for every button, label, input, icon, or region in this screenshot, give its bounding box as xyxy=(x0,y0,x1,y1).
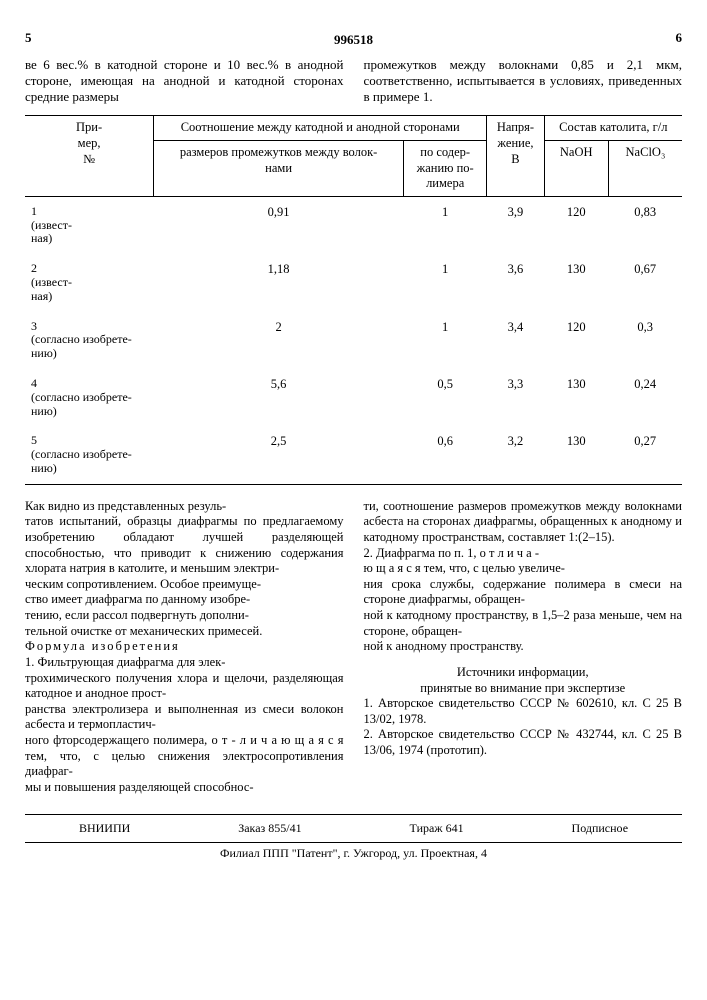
row-label: 4(согласно изобрете-нию) xyxy=(25,369,154,426)
intro-right: промежутков между волокнами 0,85 и 2,1 м… xyxy=(364,57,683,106)
col-ratio-group: Соотношение между катодной и анодной сто… xyxy=(154,116,487,141)
sources-heading: Источники информации,принятые во внимани… xyxy=(364,665,683,696)
results-table: При-мер,№ Соотношение между катодной и а… xyxy=(25,115,682,484)
col-example-no: При-мер,№ xyxy=(25,116,154,197)
cell-volt: 3,3 xyxy=(487,369,544,426)
col-voltage: Напря-жение,В xyxy=(487,116,544,197)
col-catholyte-group: Состав католита, г/л xyxy=(544,116,682,141)
table-row: 5(согласно изобрете-нию) 2,5 0,6 3,2 130… xyxy=(25,426,682,484)
row-label: 5(согласно изобрете-нию) xyxy=(25,426,154,484)
source-1: 1. Авторское свидетельство СССР № 602610… xyxy=(364,696,683,726)
cell-gap: 1,18 xyxy=(154,254,404,311)
row-label: 2(извест-ная) xyxy=(25,254,154,311)
table-row: 2(извест-ная) 1,18 1 3,6 130 0,67 xyxy=(25,254,682,311)
body-right-col: ти, соотношение размеров промежутков меж… xyxy=(364,499,683,796)
table-row: 1(извест-ная) 0,91 1 3,9 120 0,83 xyxy=(25,196,682,254)
cell-gap: 0,91 xyxy=(154,196,404,254)
source-2: 2. Авторское свидетельство СССР № 432744… xyxy=(364,727,683,757)
intro-columns: ве 6 вес.% в катодной стороне и 10 вес.%… xyxy=(25,57,682,106)
cell-poly: 0,5 xyxy=(404,369,487,426)
cell-volt: 3,6 xyxy=(487,254,544,311)
cell-naclo3: 0,3 xyxy=(608,312,682,369)
table-body: 1(извест-ная) 0,91 1 3,9 120 0,83 2(изве… xyxy=(25,196,682,484)
cell-poly: 1 xyxy=(404,254,487,311)
body-left-col: Как видно из представленных резуль-татов… xyxy=(25,499,344,796)
body-right-para2: 2. Диафрагма по п. 1, о т л и ч а -ю щ а… xyxy=(364,546,683,654)
footer-branch: Филиал ППП "Патент", г. Ужгород, ул. Про… xyxy=(25,842,682,861)
doc-number: 996518 xyxy=(25,32,682,48)
cell-naoh: 130 xyxy=(544,254,608,311)
col-gap-ratio: размеров промежутков между волок-нами xyxy=(154,140,404,196)
cell-gap: 2 xyxy=(154,312,404,369)
cell-volt: 3,9 xyxy=(487,196,544,254)
footer-podpis: Подписное xyxy=(572,821,629,836)
table-row: 3(согласно изобрете-нию) 2 1 3,4 120 0,3 xyxy=(25,312,682,369)
cell-naclo3: 0,83 xyxy=(608,196,682,254)
cell-volt: 3,2 xyxy=(487,426,544,484)
cell-volt: 3,4 xyxy=(487,312,544,369)
cell-poly: 1 xyxy=(404,312,487,369)
footer-org: ВНИИПИ xyxy=(79,821,130,836)
cell-poly: 1 xyxy=(404,196,487,254)
row-label: 3(согласно изобрете-нию) xyxy=(25,312,154,369)
body-left-para2: 1. Фильтрующая диафрагма для элек-трохим… xyxy=(25,655,344,794)
intro-left: ве 6 вес.% в катодной стороне и 10 вес.%… xyxy=(25,57,344,106)
footer-tirazh: Тираж 641 xyxy=(410,821,464,836)
cell-gap: 2,5 xyxy=(154,426,404,484)
left-page-marker: 5 xyxy=(25,30,32,46)
col-naoh: NaOH xyxy=(544,140,608,196)
cell-poly: 0,6 xyxy=(404,426,487,484)
col-naclo3: NaClO₃ xyxy=(608,140,682,196)
cell-naoh: 120 xyxy=(544,196,608,254)
footer-zakaz: Заказ 855/41 xyxy=(238,821,301,836)
body-columns: Как видно из представленных резуль-татов… xyxy=(25,499,682,796)
formula-heading: Формула изобретения xyxy=(25,639,180,653)
cell-naclo3: 0,24 xyxy=(608,369,682,426)
col-polymer-ratio: по содер-жанию по-лимера xyxy=(404,140,487,196)
cell-naoh: 130 xyxy=(544,369,608,426)
footer: ВНИИПИ Заказ 855/41 Тираж 641 Подписное … xyxy=(25,814,682,861)
cell-naclo3: 0,67 xyxy=(608,254,682,311)
cell-naoh: 130 xyxy=(544,426,608,484)
cell-naoh: 120 xyxy=(544,312,608,369)
table-row: 4(согласно изобрете-нию) 5,6 0,5 3,3 130… xyxy=(25,369,682,426)
body-right-para1: ти, соотношение размеров промежутков меж… xyxy=(364,499,683,544)
row-label: 1(извест-ная) xyxy=(25,196,154,254)
body-left-para1: Как видно из представленных резуль-татов… xyxy=(25,499,344,638)
cell-gap: 5,6 xyxy=(154,369,404,426)
cell-naclo3: 0,27 xyxy=(608,426,682,484)
right-page-marker: 6 xyxy=(676,30,683,46)
